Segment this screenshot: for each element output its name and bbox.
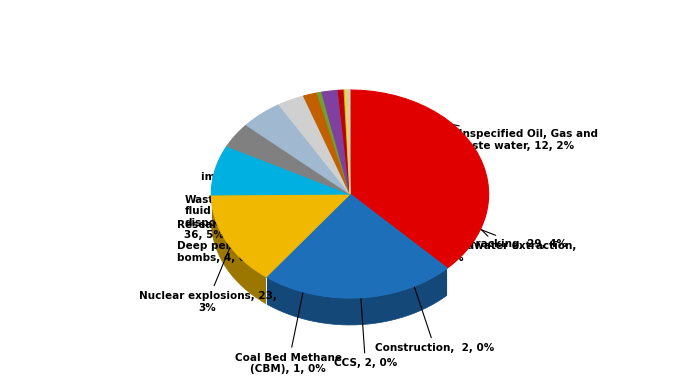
Polygon shape <box>338 90 350 194</box>
Text: CCS, 2, 0%: CCS, 2, 0% <box>334 93 397 369</box>
Text: Deep penetrating
bombs, 4, 0%: Deep penetrating bombs, 4, 0% <box>176 95 318 263</box>
Text: Coal Bed Methane
(CBM), 1, 0%: Coal Bed Methane (CBM), 1, 0% <box>235 93 344 374</box>
Text: Mining, 277, 38%: Mining, 277, 38% <box>299 220 401 230</box>
Text: Nuclear explosions, 23,
3%: Nuclear explosions, 23, 3% <box>139 102 290 313</box>
Polygon shape <box>227 125 350 194</box>
Polygon shape <box>345 90 350 194</box>
Text: Water reservoir
impoundment, 167, 23%: Water reservoir impoundment, 167, 23% <box>201 160 345 182</box>
Polygon shape <box>211 195 266 304</box>
Text: Waste
fluid
disposal,
36, 5%: Waste fluid disposal, 36, 5% <box>184 116 260 239</box>
Text: Fracking, 29, 4%: Fracking, 29, 4% <box>238 136 568 249</box>
Polygon shape <box>266 194 447 298</box>
Polygon shape <box>211 194 350 277</box>
Polygon shape <box>322 90 350 194</box>
Polygon shape <box>317 92 350 194</box>
Polygon shape <box>304 93 350 194</box>
Polygon shape <box>211 146 350 195</box>
Text: Geothermal, 57, 8%: Geothermal, 57, 8% <box>359 204 476 215</box>
Polygon shape <box>266 268 447 325</box>
Polygon shape <box>246 105 350 194</box>
Text: Groundwater extraction,
5, 1%: Groundwater extraction, 5, 1% <box>343 92 576 263</box>
Polygon shape <box>344 90 350 194</box>
Text: Construction,  2, 0%: Construction, 2, 0% <box>350 93 494 353</box>
Polygon shape <box>348 90 350 194</box>
Polygon shape <box>350 90 489 268</box>
Polygon shape <box>279 96 350 194</box>
Text: Conventional Oil and
Gas, 107, 14%: Conventional Oil and Gas, 107, 14% <box>327 137 450 159</box>
Text: Unspecified Oil, Gas and
Waste water, 12, 2%: Unspecified Oil, Gas and Waste water, 12… <box>313 95 598 151</box>
Text: Research, 14, 2%: Research, 14, 2% <box>176 93 328 230</box>
